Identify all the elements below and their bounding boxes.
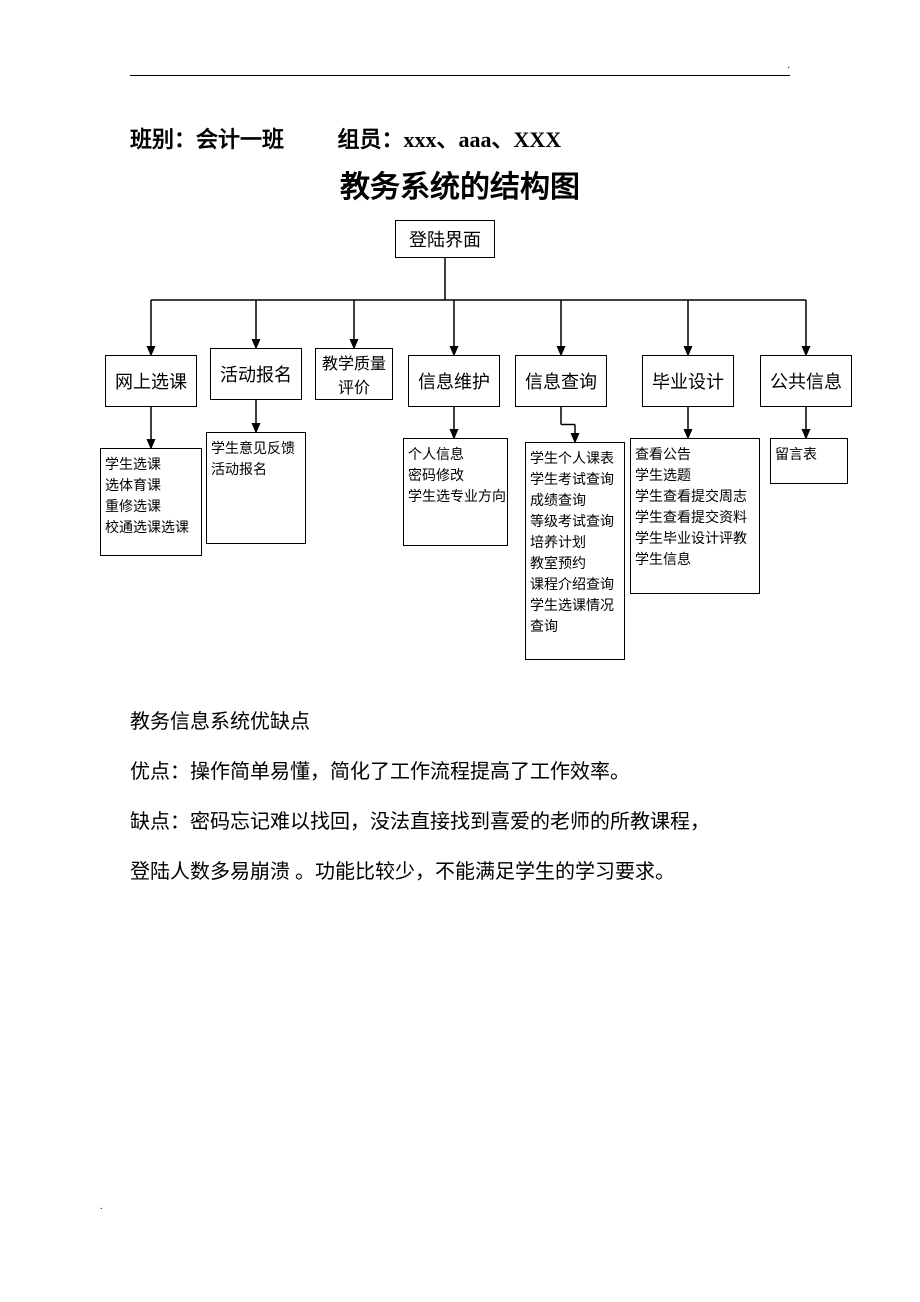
detail-box: 个人信息密码修改学生选专业方向 [403,438,508,546]
cons-text-1: 缺点：密码忘记难以找回，没法直接找到喜爱的老师的所教课程， [130,800,790,844]
category-node: 活动报名 [210,348,302,400]
page-title: 教务系统的结构图 [0,162,920,206]
detail-item: 密码修改 [408,466,503,487]
category-node: 网上选课 [105,355,197,407]
detail-box: 学生选课选体育课重修选课校通选课选课 [100,448,202,556]
detail-item: 留言表 [775,445,843,466]
detail-item: 教室预约 [530,554,620,575]
header: 班别：会计一班 组员：xxx、aaa、XXX [130,122,561,154]
detail-item: 学生个人课表 [530,449,620,470]
detail-item: 查询 [530,617,620,638]
structure-diagram: 登陆界面网上选课活动报名教学质量评价信息维护信息查询毕业设计公共信息学生选课选体… [100,210,870,670]
corner-dot: . [100,1201,103,1212]
detail-item: 学生选课情况 [530,596,620,617]
page-rule [130,75,790,76]
detail-item: 学生查看提交周志 [635,487,755,508]
detail-item: 学生信息 [635,550,755,571]
category-node: 信息查询 [515,355,607,407]
detail-item: 课程介绍查询 [530,575,620,596]
class-label: 班别：会计一班 [130,127,284,152]
category-node: 毕业设计 [642,355,734,407]
members-label: 组员：xxx、aaa、XXX [338,127,562,152]
root-node: 登陆界面 [395,220,495,258]
category-node: 信息维护 [408,355,500,407]
detail-item: 成绩查询 [530,491,620,512]
detail-item: 学生考试查询 [530,470,620,491]
detail-item: 学生意见反馈 [211,439,301,460]
detail-item: 查看公告 [635,445,755,466]
detail-item: 培养计划 [530,533,620,554]
detail-item: 学生选专业方向 [408,487,503,508]
detail-item: 重修选课 [105,497,197,518]
detail-item: 学生选题 [635,466,755,487]
detail-item: 学生选课 [105,455,197,476]
corner-dot: . [788,60,791,71]
detail-item: 个人信息 [408,445,503,466]
section-heading: 教务信息系统优缺点 [130,700,790,744]
detail-item: 等级考试查询 [530,512,620,533]
detail-box: 学生意见反馈活动报名 [206,432,306,544]
detail-item: 学生查看提交资料 [635,508,755,529]
pros-text: 优点：操作简单易懂，简化了工作流程提高了工作效率。 [130,750,790,794]
detail-box: 查看公告学生选题学生查看提交周志学生查看提交资料学生毕业设计评教学生信息 [630,438,760,594]
category-node: 教学质量评价 [315,348,393,400]
detail-item: 校通选课选课 [105,518,197,539]
detail-item: 学生毕业设计评教 [635,529,755,550]
detail-item: 活动报名 [211,460,301,481]
detail-box: 学生个人课表学生考试查询成绩查询等级考试查询培养计划教室预约课程介绍查询学生选课… [525,442,625,660]
category-node: 公共信息 [760,355,852,407]
detail-box: 留言表 [770,438,848,484]
detail-item: 选体育课 [105,476,197,497]
cons-text-2: 登陆人数多易崩溃 。功能比较少，不能满足学生的学习要求。 [130,850,790,894]
